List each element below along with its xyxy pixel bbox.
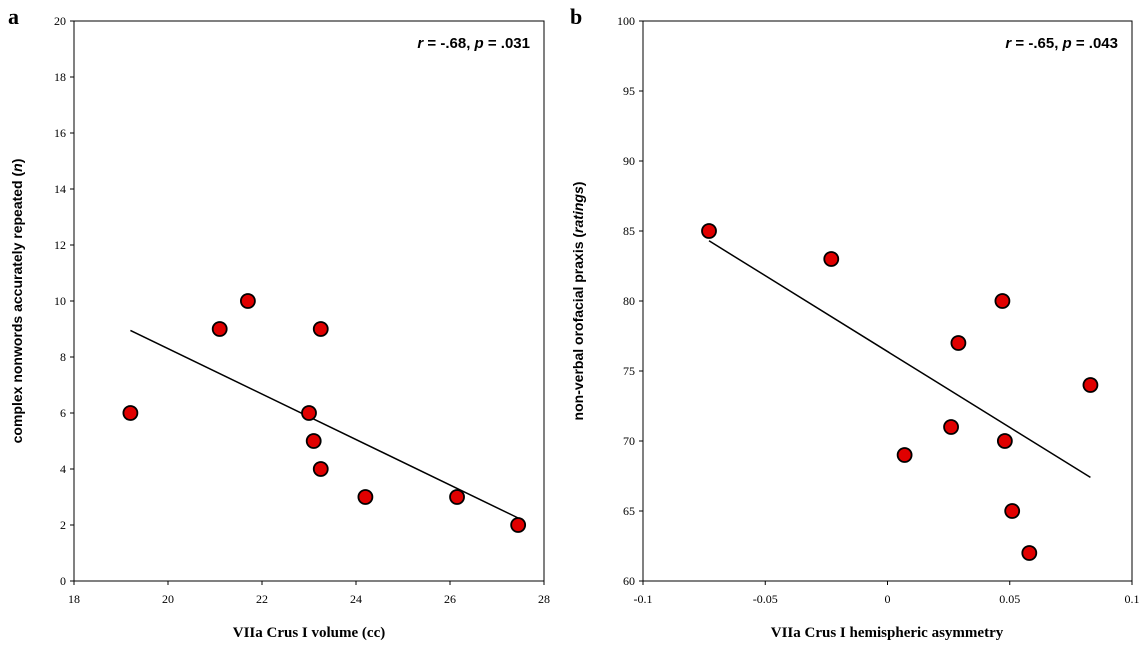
y-tick-label: 100 (617, 14, 635, 28)
data-point (239, 293, 256, 309)
x-tick-label: 24 (350, 592, 362, 606)
data-point (211, 321, 228, 337)
annotation-b: r = -.65, p = .043 (1005, 35, 1118, 52)
x-tick-label: 0.1 (1125, 592, 1140, 606)
data-point (1004, 503, 1021, 519)
y-tick-label: 2 (60, 518, 66, 532)
x-tick-label: 26 (444, 592, 456, 606)
y-ticks-b: 60 65 70 75 80 85 90 95 100 (617, 14, 643, 588)
y-tick-label: 12 (54, 238, 66, 252)
x-ticks-b: -0.1 -0.05 0 0.05 0.1 (634, 581, 1140, 606)
y-tick-label: 6 (60, 406, 66, 420)
data-point (1021, 545, 1038, 561)
data-point (823, 251, 840, 267)
panel-label-b: b (570, 4, 582, 29)
y-tick-label: 90 (623, 154, 635, 168)
data-point (1082, 377, 1099, 393)
y-axis-label-a: complex nonwords accurately repeated (n) (9, 159, 25, 444)
y-tick-label: 75 (623, 364, 635, 378)
data-point (357, 489, 374, 505)
points-a (122, 293, 527, 533)
x-tick-label: 0.05 (999, 592, 1020, 606)
x-tick-label: -0.1 (634, 592, 653, 606)
y-tick-label: 85 (623, 224, 635, 238)
data-point (312, 461, 329, 477)
y-tick-label: 60 (623, 574, 635, 588)
x-axis-label-a: VIIa Crus I volume (cc) (233, 625, 385, 641)
data-point (994, 293, 1011, 309)
data-point (301, 405, 317, 421)
panel-label-a: a (8, 4, 19, 29)
data-point (449, 489, 465, 505)
data-point (305, 433, 322, 449)
x-tick-label: 28 (538, 592, 550, 606)
plot-area-b (642, 20, 1133, 582)
y-tick-label: 20 (54, 14, 66, 28)
trend-line (130, 329, 519, 519)
data-point (701, 223, 717, 239)
y-tick-label: 70 (623, 434, 635, 448)
y-tick-label: 0 (60, 574, 66, 588)
data-point (122, 405, 139, 421)
y-tick-label: 65 (623, 504, 635, 518)
trend-line (708, 240, 1091, 479)
y-axis-label-b: non-verbal orofacial praxis (ratings) (570, 182, 586, 421)
x-tick-label: 20 (162, 592, 174, 606)
y-tick-label: 18 (54, 70, 66, 84)
x-tick-label: 18 (68, 592, 80, 606)
y-tick-label: 95 (623, 84, 635, 98)
data-point (950, 335, 967, 351)
y-tick-label: 8 (60, 350, 66, 364)
data-point (996, 433, 1013, 449)
y-tick-label: 4 (60, 462, 66, 476)
y-tick-label: 80 (623, 294, 635, 308)
y-tick-label: 10 (54, 294, 66, 308)
data-point (312, 321, 329, 337)
data-point (943, 419, 959, 435)
x-ticks-a: 18 20 22 24 26 28 (68, 581, 550, 606)
data-point (510, 517, 527, 533)
y-tick-label: 16 (54, 126, 66, 140)
x-tick-label: 22 (256, 592, 268, 606)
trendline-a (130, 329, 519, 519)
x-axis-label-b: VIIa Crus I hemispheric asymmetry (771, 625, 1004, 641)
y-tick-label: 14 (54, 182, 66, 196)
x-tick-label: 0 (885, 592, 891, 606)
data-point (896, 447, 913, 463)
y-ticks-a: 0 2 4 6 8 10 12 14 16 18 20 (54, 14, 74, 588)
x-tick-label: -0.05 (753, 592, 778, 606)
points-b (701, 223, 1099, 561)
trendline-b (708, 240, 1091, 479)
annotation-a: r = -.68, p = .031 (417, 35, 530, 52)
